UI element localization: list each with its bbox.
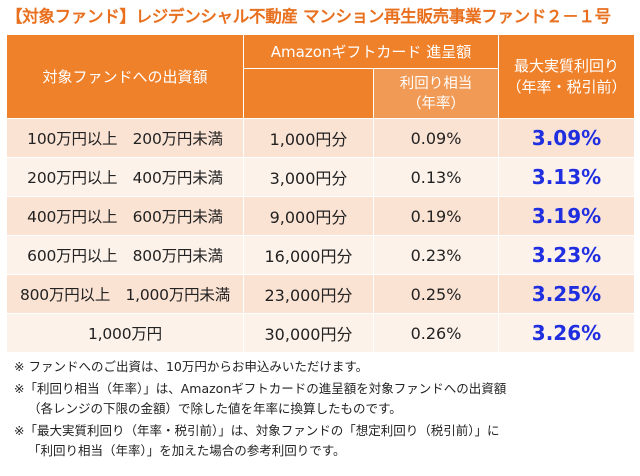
- cell-max-yield: 3.25%: [498, 274, 635, 314]
- cell-investment-range: 1,000万円: [6, 313, 244, 353]
- cell-investment-range: 800万円以上 1,000万円未満: [6, 274, 244, 314]
- note-1: ※ ファンドへのご出資は、10万円からお申込みいただけます。: [14, 357, 640, 377]
- note-3-line1: ※「最大実質利回り（年率・税引前）」は、対象ファンドの「想定利回り（税引前）」に: [14, 423, 500, 438]
- cell-max-yield: 3.23%: [498, 235, 635, 275]
- cell-gift-amount: 30,000円分: [243, 313, 374, 353]
- cell-gift-amount: 9,000円分: [243, 196, 374, 236]
- note-2-line1: ※「利回り相当（年率）」は、Amazonギフトカードの進呈額を対象ファンドへの出…: [14, 381, 507, 396]
- header-amazon-gift: Amazonギフトカード 進呈額: [243, 34, 499, 69]
- cell-yield-equiv: 0.13%: [373, 157, 499, 197]
- cell-max-yield: 3.19%: [498, 196, 635, 236]
- note-3-line2: 「利回り相当（年率）」を加えた場合の参考利回りです。: [28, 443, 346, 458]
- table-row: 100万円以上 200万円未満 1,000円分 0.09% 3.09%: [6, 118, 635, 158]
- table-row: 600万円以上 800万円未満 16,000円分 0.23% 3.23%: [6, 235, 635, 275]
- cell-max-yield: 3.09%: [498, 118, 635, 158]
- cell-yield-equiv: 0.09%: [373, 118, 499, 158]
- cell-gift-amount: 23,000円分: [243, 274, 374, 314]
- cell-investment-range: 400万円以上 600万円未満: [6, 196, 244, 236]
- cell-gift-amount: 16,000円分: [243, 235, 374, 275]
- note-1-line1: ※ ファンドへのご出資は、10万円からお申込みいただけます。: [14, 359, 369, 374]
- header-gift-empty: [243, 68, 374, 119]
- note-3: ※「最大実質利回り（年率・税引前）」は、対象ファンドの「想定利回り（税引前）」に…: [14, 421, 640, 461]
- cell-investment-range: 100万円以上 200万円未満: [6, 118, 244, 158]
- cell-max-yield: 3.13%: [498, 157, 635, 197]
- cell-yield-equiv: 0.26%: [373, 313, 499, 353]
- note-2-line2: （各レンジの下限の金額）で除した値を年率に換算したものです。: [28, 401, 402, 416]
- notes: ※ ファンドへのご出資は、10万円からお申込みいただけます。 ※「利回り相当（年…: [14, 357, 640, 461]
- cell-yield-equiv: 0.23%: [373, 235, 499, 275]
- cell-yield-equiv: 0.25%: [373, 274, 499, 314]
- table-row: 400万円以上 600万円未満 9,000円分 0.19% 3.19%: [6, 196, 635, 236]
- cell-investment-range: 200万円以上 400万円未満: [6, 157, 244, 197]
- note-2: ※「利回り相当（年率）」は、Amazonギフトカードの進呈額を対象ファンドへの出…: [14, 379, 640, 419]
- table-row: 200万円以上 400万円未満 3,000円分 0.13% 3.13%: [6, 157, 635, 197]
- table-row: 800万円以上 1,000万円未満 23,000円分 0.25% 3.25%: [6, 274, 635, 314]
- header-investment: 対象ファンドへの出資額: [6, 34, 244, 119]
- bonus-table: 対象ファンドへの出資額 Amazonギフトカード 進呈額 最大実質利回り （年率…: [6, 34, 635, 353]
- header-yield-equiv: 利回り相当 （年率）: [373, 68, 499, 119]
- cell-gift-amount: 1,000円分: [243, 118, 374, 158]
- page-title: 【対象ファンド】レジデンシャル不動産 マンション再生販売事業ファンド２－１号: [6, 7, 611, 26]
- cell-investment-range: 600万円以上 800万円未満: [6, 235, 244, 275]
- table-row: 1,000万円 30,000円分 0.26% 3.26%: [6, 313, 635, 353]
- cell-yield-equiv: 0.19%: [373, 196, 499, 236]
- cell-max-yield: 3.26%: [498, 313, 635, 353]
- cell-gift-amount: 3,000円分: [243, 157, 374, 197]
- header-max-yield: 最大実質利回り （年率・税引前）: [498, 34, 635, 119]
